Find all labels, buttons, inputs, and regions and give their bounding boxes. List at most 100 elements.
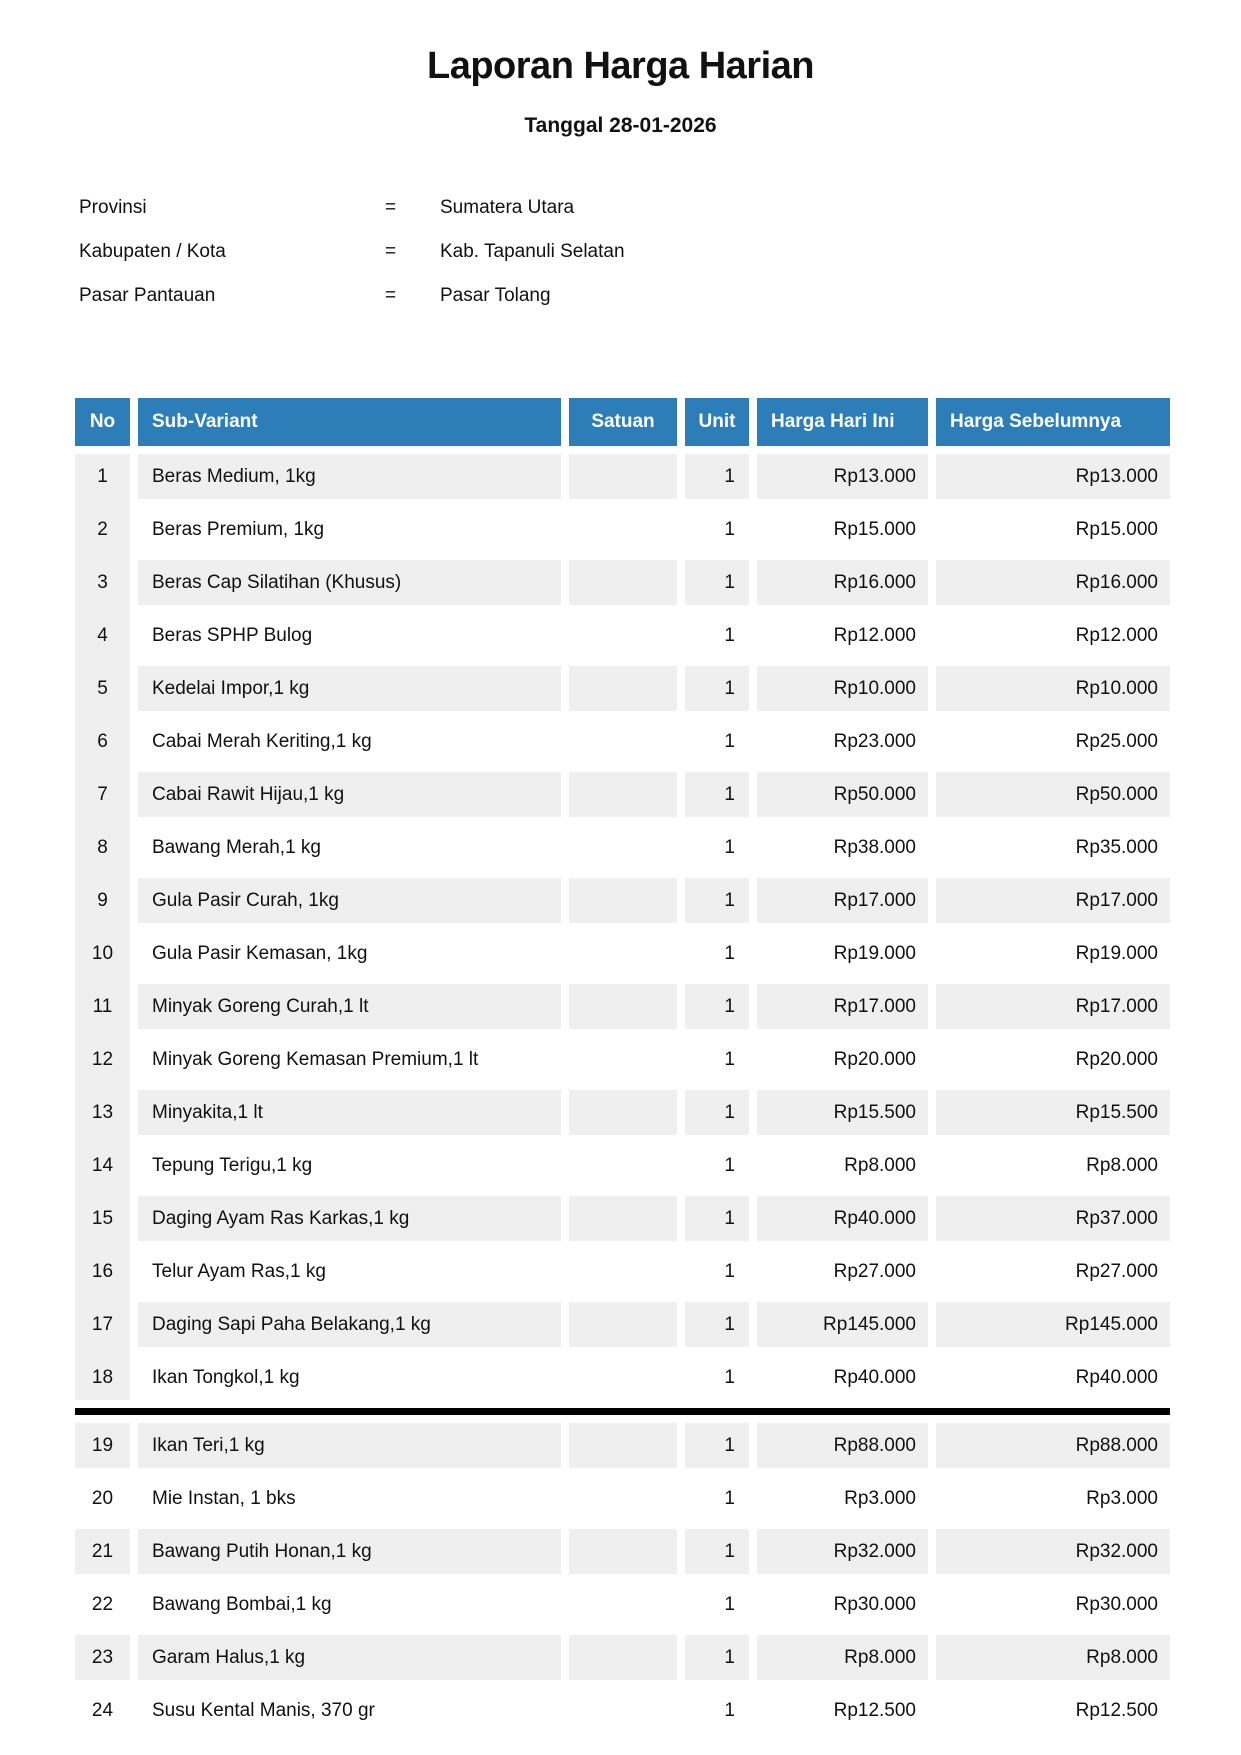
cell-sub-variant: Mie Instan, 1 bks: [152, 1488, 296, 1509]
cell-harga-sebelumnya: Rp17.000: [936, 984, 1170, 1029]
cell-harga-sebelumnya: Rp88.000: [936, 1423, 1170, 1468]
cell-no: 18: [91, 1367, 114, 1388]
info-separator: =: [385, 285, 397, 306]
cell-harga-hari-ini: Rp23.000: [833, 731, 916, 752]
cell-satuan: [569, 1529, 677, 1574]
cell-sub-variant: Cabai Merah Keriting,1 kg: [152, 731, 372, 752]
cell-satuan: [569, 1635, 677, 1680]
table-row: 2 Beras Premium, 1kg 1 Rp15.000 Rp15.000: [75, 507, 1170, 552]
info-label: Pasar Pantauan: [79, 285, 216, 306]
cell-harga-hari-ini: Rp10.000: [757, 666, 928, 711]
cell-harga-sebelumnya: Rp15.500: [936, 1090, 1170, 1135]
cell-harga-hari-ini: Rp8.000: [757, 1635, 928, 1680]
cell-no: 19: [75, 1423, 130, 1468]
cell-satuan: [569, 1688, 677, 1733]
table-row: 19 Ikan Teri,1 kg 1 Rp88.000 Rp88.000: [75, 1423, 1170, 1468]
no-column-strip: [75, 454, 130, 1400]
cell-satuan: [569, 1143, 677, 1188]
cell-harga-hari-ini: Rp38.000: [833, 837, 916, 858]
cell-sub-variant: Ikan Tongkol,1 kg: [152, 1367, 300, 1388]
column-header-harga-hari-ini: Harga Hari Ini: [757, 398, 928, 446]
cell-unit: 1: [685, 1529, 749, 1574]
cell-harga-hari-ini: Rp20.000: [833, 1049, 916, 1070]
table-row: 16 Telur Ayam Ras,1 kg 1 Rp27.000 Rp27.0…: [75, 1249, 1170, 1294]
cell-no: 16: [91, 1261, 114, 1282]
cell-no: 13: [91, 1102, 114, 1123]
cell-satuan: [569, 1423, 677, 1468]
cell-sub-variant: Beras Cap Silatihan (Khusus): [138, 560, 561, 605]
table-row: 18 Ikan Tongkol,1 kg 1 Rp40.000 Rp40.000: [75, 1355, 1170, 1400]
cell-no: 4: [97, 625, 108, 646]
cell-sub-variant: Garam Halus,1 kg: [138, 1635, 561, 1680]
cell-satuan: [569, 984, 677, 1029]
cell-unit: 1: [724, 1155, 735, 1176]
cell-sub-variant: Susu Kental Manis, 370 gr: [152, 1700, 375, 1721]
cell-harga-sebelumnya: Rp40.000: [1075, 1367, 1158, 1388]
cell-satuan: [569, 878, 677, 923]
table-row: 12 Minyak Goreng Kemasan Premium,1 lt 1 …: [75, 1037, 1170, 1082]
cell-harga-sebelumnya: Rp10.000: [936, 666, 1170, 711]
cell-unit: 1: [685, 454, 749, 499]
cell-no: 24: [91, 1700, 114, 1721]
report-info: Provinsi = Sumatera Utara Kabupaten / Ko…: [0, 186, 1241, 318]
cell-harga-sebelumnya: Rp15.000: [1075, 519, 1158, 540]
table-row: 3 Beras Cap Silatihan (Khusus) 1 Rp16.00…: [75, 560, 1170, 605]
cell-no: 17: [91, 1314, 114, 1335]
cell-no: 8: [97, 837, 108, 858]
cell-unit: 1: [724, 625, 735, 646]
cell-no: 7: [97, 784, 108, 805]
cell-harga-sebelumnya: Rp37.000: [936, 1196, 1170, 1241]
table-row: 21 Bawang Putih Honan,1 kg 1 Rp32.000 Rp…: [75, 1529, 1170, 1574]
cell-sub-variant: Kedelai Impor,1 kg: [138, 666, 561, 711]
cell-satuan: [569, 1196, 677, 1241]
cell-harga-sebelumnya: Rp30.000: [1075, 1594, 1158, 1615]
cell-satuan: [569, 1476, 677, 1521]
cell-unit: 1: [685, 1302, 749, 1347]
column-header-sub-variant: Sub-Variant: [138, 398, 561, 446]
cell-satuan: [569, 1302, 677, 1347]
cell-no: 6: [97, 731, 108, 752]
table-row: 9 Gula Pasir Curah, 1kg 1 Rp17.000 Rp17.…: [75, 878, 1170, 923]
cell-satuan: [569, 772, 677, 817]
cell-unit: 1: [724, 943, 735, 964]
cell-sub-variant: Beras SPHP Bulog: [152, 625, 313, 646]
cell-no: 15: [91, 1208, 114, 1229]
cell-unit: 1: [724, 837, 735, 858]
cell-no: 5: [97, 678, 108, 699]
cell-unit: 1: [685, 1090, 749, 1135]
cell-satuan: [569, 507, 677, 552]
cell-unit: 1: [724, 731, 735, 752]
table-row: 20 Mie Instan, 1 bks 1 Rp3.000 Rp3.000: [75, 1476, 1170, 1521]
cell-harga-hari-ini: Rp50.000: [757, 772, 928, 817]
cell-satuan: [569, 1249, 677, 1294]
info-row-pasar-pantauan: Pasar Pantauan = Pasar Tolang: [79, 274, 1241, 318]
report-date: Tanggal 28-01-2026: [524, 114, 717, 137]
table-body: 1 Beras Medium, 1kg 1 Rp13.000 Rp13.000 …: [75, 454, 1170, 1733]
table-row: 23 Garam Halus,1 kg 1 Rp8.000 Rp8.000: [75, 1635, 1170, 1680]
info-row-provinsi: Provinsi = Sumatera Utara: [79, 186, 1241, 230]
cell-harga-sebelumnya: Rp25.000: [1075, 731, 1158, 752]
cell-satuan: [569, 613, 677, 658]
cell-unit: 1: [724, 1488, 735, 1509]
cell-harga-sebelumnya: Rp20.000: [1075, 1049, 1158, 1070]
table-row: 7 Cabai Rawit Hijau,1 kg 1 Rp50.000 Rp50…: [75, 772, 1170, 817]
cell-harga-sebelumnya: Rp12.500: [1075, 1700, 1158, 1721]
cell-unit: 1: [724, 1594, 735, 1615]
cell-unit: 1: [685, 984, 749, 1029]
cell-satuan: [569, 1037, 677, 1082]
cell-unit: 1: [685, 1196, 749, 1241]
info-row-kabupaten-kota: Kabupaten / Kota = Kab. Tapanuli Selatan: [79, 230, 1241, 274]
cell-no: 2: [97, 519, 108, 540]
cell-no: 1: [97, 466, 108, 487]
column-header-satuan: Satuan: [569, 398, 677, 446]
cell-unit: 1: [685, 1423, 749, 1468]
cell-sub-variant: Gula Pasir Curah, 1kg: [138, 878, 561, 923]
cell-harga-sebelumnya: Rp50.000: [936, 772, 1170, 817]
cell-satuan: [569, 719, 677, 764]
cell-harga-sebelumnya: Rp32.000: [936, 1529, 1170, 1574]
page-break-divider: [75, 1408, 1170, 1415]
table-row: 4 Beras SPHP Bulog 1 Rp12.000 Rp12.000: [75, 613, 1170, 658]
cell-sub-variant: Beras Premium, 1kg: [152, 519, 325, 540]
table-row: 11 Minyak Goreng Curah,1 lt 1 Rp17.000 R…: [75, 984, 1170, 1029]
